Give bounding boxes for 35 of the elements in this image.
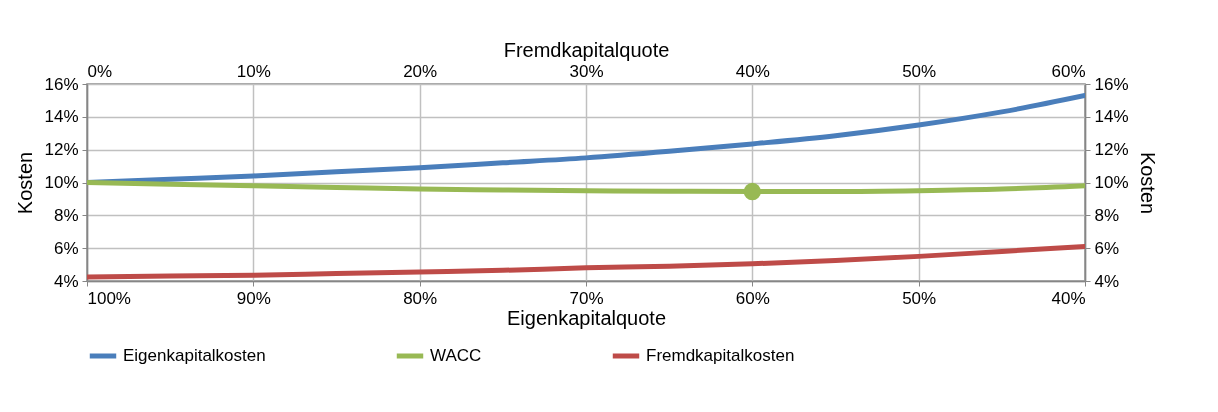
y-tick-label: 10%: [44, 173, 79, 192]
x2-tick-label: 50%: [902, 61, 937, 81]
x2-tick-label: 10%: [236, 61, 271, 81]
legend-label: Eigenkapitalkosten: [123, 346, 266, 365]
y2-tick-label: 8%: [1094, 205, 1120, 225]
x2-tick-label: 60%: [1051, 61, 1086, 81]
x2-axis-title: Fremdkapitalquote: [503, 38, 670, 61]
y2-tick-label: 6%: [1094, 238, 1120, 258]
x-tick-label: 90%: [236, 288, 271, 308]
y2-axis-title: Kosten: [1136, 151, 1159, 215]
y-tick-label: 14%: [44, 107, 79, 127]
x-axis-title: Eigenkapitalquote: [506, 306, 667, 329]
y-tick-label: 6%: [53, 238, 79, 258]
x-tick-label: 50%: [902, 288, 937, 308]
y-tick-label: 16%: [44, 74, 79, 94]
y-tick-label: 4%: [53, 271, 79, 291]
y2-tick-label: 4%: [1094, 271, 1120, 291]
y2-tick-label: 14%: [1094, 107, 1129, 127]
y2-tick-label: 12%: [1094, 140, 1129, 160]
x-tick-label: 70%: [569, 288, 604, 308]
y-axis-title: Kosten: [14, 151, 37, 215]
y-tick-label: 8%: [53, 205, 79, 225]
y-tick-label: 12%: [44, 140, 79, 160]
x2-tick-label: 30%: [569, 61, 604, 81]
y2-tick-label: 16%: [1094, 74, 1129, 94]
legend-label: WACC: [430, 346, 482, 365]
x2-tick-label: 40%: [735, 61, 770, 81]
legend-label: Fremdkapitalkosten: [646, 346, 795, 365]
x-tick-label: 40%: [1051, 288, 1086, 308]
x2-tick-label: 0%: [87, 61, 113, 81]
x2-tick-label: 20%: [403, 61, 438, 81]
x-tick-label: 80%: [403, 288, 438, 308]
y2-tick-label: 10%: [1094, 173, 1129, 192]
x-tick-label: 100%: [87, 288, 131, 308]
x-tick-label: 60%: [735, 288, 770, 308]
